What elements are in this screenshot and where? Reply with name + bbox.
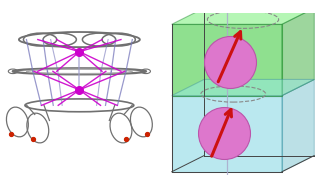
Polygon shape — [282, 79, 314, 172]
Polygon shape — [172, 24, 282, 96]
Polygon shape — [172, 8, 314, 24]
Point — [227, 60, 233, 63]
Point — [221, 131, 226, 134]
Polygon shape — [172, 79, 314, 96]
Polygon shape — [172, 96, 282, 172]
Polygon shape — [282, 8, 314, 96]
